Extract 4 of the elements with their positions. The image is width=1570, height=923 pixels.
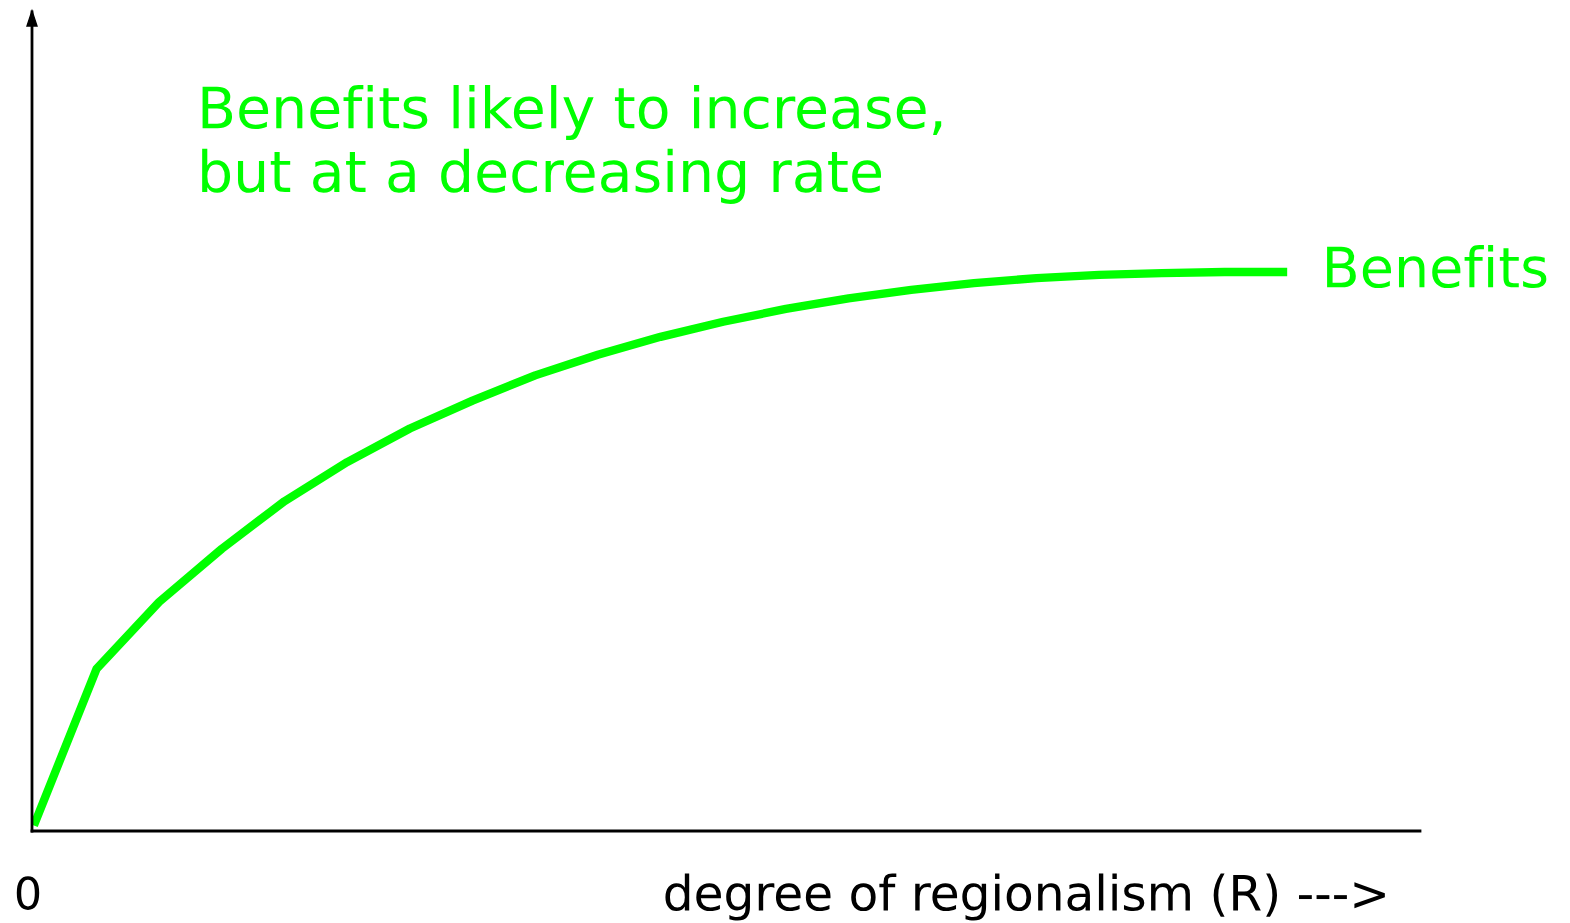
text: Benefits likely to increase, but at a decreasing rate (202, 85, 942, 204)
x-axis-title: degree of regionalism (R) ---> (665, 873, 1385, 921)
series-label: Benefits (1327, 245, 1547, 289)
text: 0 (16, 876, 40, 910)
